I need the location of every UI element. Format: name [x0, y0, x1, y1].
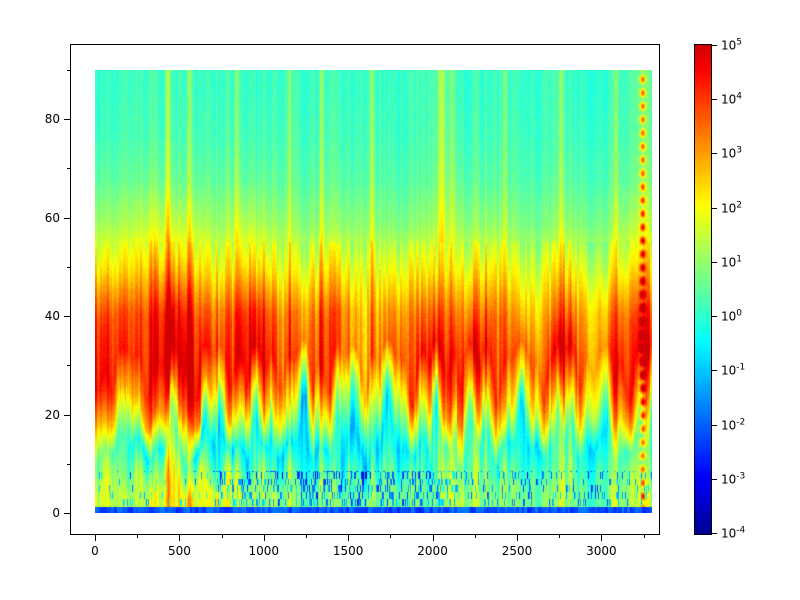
colorbar-tick — [712, 99, 717, 101]
x-axis-tick — [95, 535, 96, 541]
x-axis-minor-tick — [643, 535, 645, 538]
y-axis-tick — [64, 414, 70, 416]
x-axis-tick-label: 1000 — [248, 544, 280, 558]
x-axis-tick — [432, 535, 434, 541]
heatmap-canvas — [95, 70, 652, 513]
y-axis-tick-label: 40 — [44, 309, 60, 324]
colorbar-tick — [712, 533, 717, 534]
colorbar-canvas — [695, 45, 711, 534]
colorbar-tick — [712, 207, 717, 209]
x-axis-tick — [601, 535, 603, 541]
colorbar-tick-label: 10-2 — [721, 417, 746, 433]
colorbar-tick — [712, 370, 717, 372]
x-axis-tick — [263, 535, 265, 541]
y-axis-tick — [64, 316, 70, 318]
colorbar-tick-label: 103 — [721, 145, 743, 161]
y-axis-tick — [64, 513, 70, 514]
colorbar-tick — [712, 261, 717, 263]
colorbar-tick — [712, 153, 717, 155]
colorbar-tick — [712, 316, 717, 318]
x-axis-minor-tick — [559, 535, 561, 538]
x-axis-tick-label: 2500 — [501, 544, 533, 558]
x-axis-tick — [348, 535, 350, 541]
x-axis-tick-label: 500 — [167, 544, 191, 558]
y-axis-minor-tick — [67, 168, 70, 170]
colorbar-tick-label: 10-4 — [721, 525, 746, 541]
y-axis-tick-label: 80 — [44, 112, 60, 127]
x-axis-minor-tick — [221, 535, 223, 538]
colorbar-tick — [712, 45, 717, 46]
x-axis-tick-label: 2000 — [417, 544, 448, 558]
x-axis-minor-tick — [390, 535, 392, 538]
colorbar-tick-label: 104 — [721, 91, 743, 107]
y-axis-minor-tick — [67, 70, 70, 71]
colorbar-tick-label: 10-1 — [721, 362, 746, 378]
y-axis-tick — [64, 119, 70, 121]
y-axis-tick-label: 20 — [44, 407, 60, 422]
x-axis-tick — [516, 535, 518, 541]
y-axis-tick-label: 60 — [44, 210, 60, 225]
colorbar-tick — [712, 424, 717, 426]
x-axis-tick-label: 1500 — [332, 544, 364, 558]
colorbar-tick-label: 100 — [721, 308, 743, 324]
x-axis-minor-tick — [137, 535, 139, 538]
x-axis-tick-label: 0 — [91, 544, 99, 558]
y-axis-minor-tick — [67, 365, 70, 367]
y-axis-tick — [64, 217, 70, 219]
x-axis-minor-tick — [305, 535, 307, 538]
y-axis-minor-tick — [67, 266, 70, 268]
colorbar-tick-label: 101 — [721, 254, 743, 270]
x-axis-minor-tick — [474, 535, 476, 538]
colorbar-tick-label: 102 — [721, 200, 743, 216]
colorbar-tick-label: 105 — [721, 37, 743, 53]
y-axis-minor-tick — [67, 463, 70, 465]
colorbar-frame — [694, 44, 712, 535]
colorbar-tick — [712, 478, 717, 480]
x-axis-tick — [179, 535, 181, 541]
y-axis-tick-label: 0 — [52, 506, 60, 520]
x-axis-tick-label: 3000 — [586, 544, 617, 558]
colorbar-tick-label: 10-3 — [721, 471, 746, 487]
